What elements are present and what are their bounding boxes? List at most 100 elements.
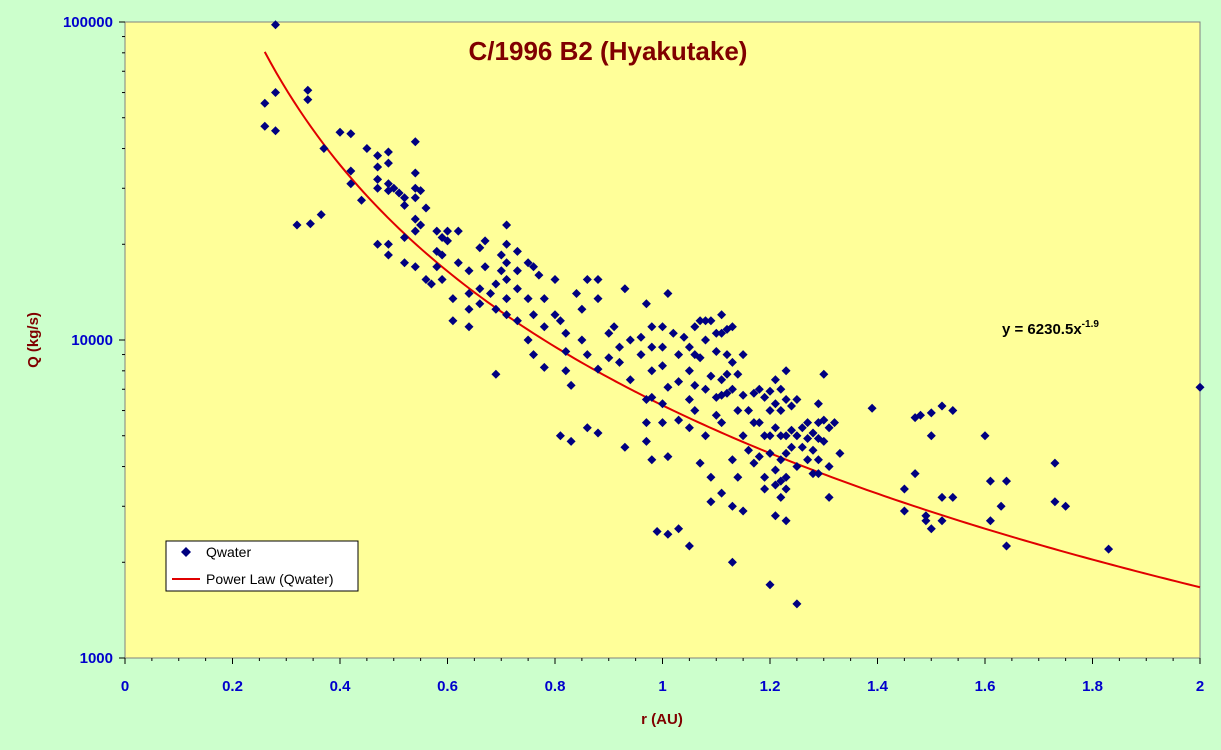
y-tick-label: 10000 (71, 332, 113, 349)
y-axis-label: Q (kg/s) (25, 312, 42, 368)
data-point (738, 506, 748, 516)
data-point (727, 384, 737, 394)
data-point (658, 399, 667, 409)
data-point (684, 342, 694, 352)
data-point (722, 369, 732, 379)
data-point (733, 472, 743, 482)
data-point (480, 236, 490, 246)
data-point (765, 406, 775, 415)
data-point (765, 431, 775, 441)
data-point (830, 418, 839, 428)
data-point (437, 275, 447, 284)
data-point (410, 214, 420, 224)
x-tick-label: 0.6 (437, 678, 458, 695)
data-point (727, 557, 737, 567)
data-point (706, 316, 716, 326)
data-point (663, 529, 673, 539)
data-point (625, 375, 635, 385)
data-point (797, 423, 807, 433)
data-point (776, 384, 786, 394)
data-point (690, 406, 700, 415)
data-point (539, 322, 549, 332)
data-point (819, 369, 829, 379)
data-point (464, 304, 474, 314)
data-point (357, 195, 366, 205)
data-point (1002, 476, 1011, 486)
data-point (776, 492, 786, 502)
data-point (996, 501, 1006, 511)
data-point (792, 462, 802, 471)
data-point (684, 541, 694, 551)
data-point (561, 366, 571, 376)
data-point (539, 294, 549, 304)
data-point (346, 179, 356, 189)
data-point (781, 516, 791, 526)
data-point (770, 465, 780, 475)
data-point (824, 492, 834, 502)
data-point (260, 98, 270, 108)
data-point (400, 200, 409, 210)
data-point (937, 401, 947, 411)
data-point (502, 275, 512, 284)
data-point (760, 484, 770, 494)
data-point (475, 243, 485, 253)
data-point (609, 322, 619, 332)
data-point (529, 310, 538, 320)
data-point (781, 448, 791, 458)
data-point (647, 455, 657, 465)
data-point (416, 186, 426, 196)
data-point (550, 275, 560, 284)
data-point (346, 129, 356, 139)
data-point (733, 406, 743, 415)
data-point (658, 322, 667, 332)
data-point (410, 262, 420, 272)
data-point (948, 406, 958, 415)
data-point (491, 304, 501, 314)
data-point (668, 328, 678, 338)
data-point (926, 431, 936, 441)
data-point (921, 516, 931, 526)
data-point (534, 270, 544, 280)
data-point (787, 442, 796, 452)
x-tick-label: 1.6 (975, 678, 996, 695)
data-point (550, 310, 560, 320)
data-point (496, 250, 506, 260)
data-point (647, 366, 657, 376)
data-point (582, 350, 592, 360)
data-point (566, 436, 576, 446)
legend-label-qwater: Qwater (206, 544, 251, 560)
data-point (749, 388, 759, 398)
data-point (679, 332, 689, 342)
data-point (727, 501, 737, 511)
data-point (383, 179, 393, 189)
data-point (835, 448, 845, 458)
data-point (674, 350, 684, 360)
data-point (754, 452, 764, 462)
data-point (792, 599, 802, 609)
data-point (738, 431, 748, 441)
data-point (410, 226, 420, 236)
data-point (824, 462, 834, 471)
x-tick-label: 0 (121, 678, 129, 695)
data-point (523, 294, 533, 304)
data-point (486, 289, 495, 298)
data-point (792, 395, 802, 404)
data-point (899, 506, 909, 516)
data-point (373, 183, 383, 193)
data-point (303, 95, 313, 105)
data-point (615, 342, 624, 352)
data-point (453, 226, 463, 236)
data-point (480, 262, 490, 272)
data-point (658, 361, 667, 371)
data-point (448, 316, 458, 326)
data-point (512, 316, 522, 326)
data-point (808, 469, 818, 479)
data-point (271, 126, 280, 136)
data-point (819, 415, 829, 425)
x-tick-label: 1.4 (867, 678, 889, 695)
data-point (636, 332, 646, 342)
data-point (641, 418, 651, 428)
x-tick-label: 2 (1196, 678, 1204, 695)
data-point (717, 310, 727, 320)
scatter-points (260, 20, 1205, 609)
